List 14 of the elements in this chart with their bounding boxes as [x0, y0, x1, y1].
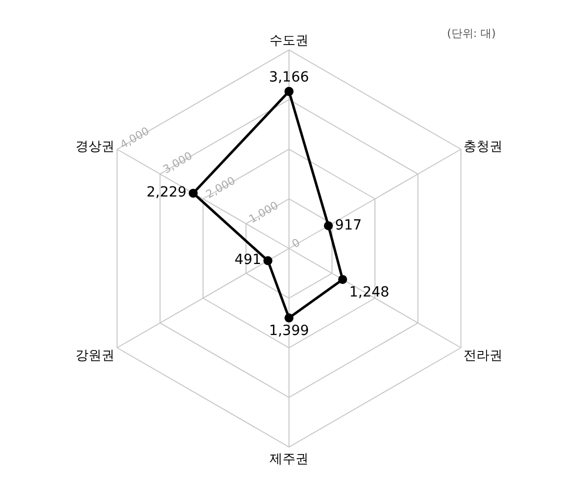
data-label: 917 [335, 217, 362, 234]
y-tick-label: 0 [290, 236, 302, 251]
data-label: 491 [234, 252, 262, 268]
data-label: 1,399 [268, 323, 310, 340]
spoke-label: 제주권 [270, 452, 308, 468]
text: (단위: 대) [447, 27, 496, 40]
spoke-label: 전라권 [464, 348, 503, 364]
spoke-label: 충청권 [464, 139, 503, 154]
spoke-label: 강원권 [75, 348, 114, 364]
data-label: 1,248 [349, 284, 390, 301]
data-label: 3,166 [268, 69, 310, 86]
data-label: 2,229 [146, 184, 187, 201]
spoke-label: 수도권 [270, 33, 308, 48]
spoke-label: 경상권 [75, 139, 114, 154]
